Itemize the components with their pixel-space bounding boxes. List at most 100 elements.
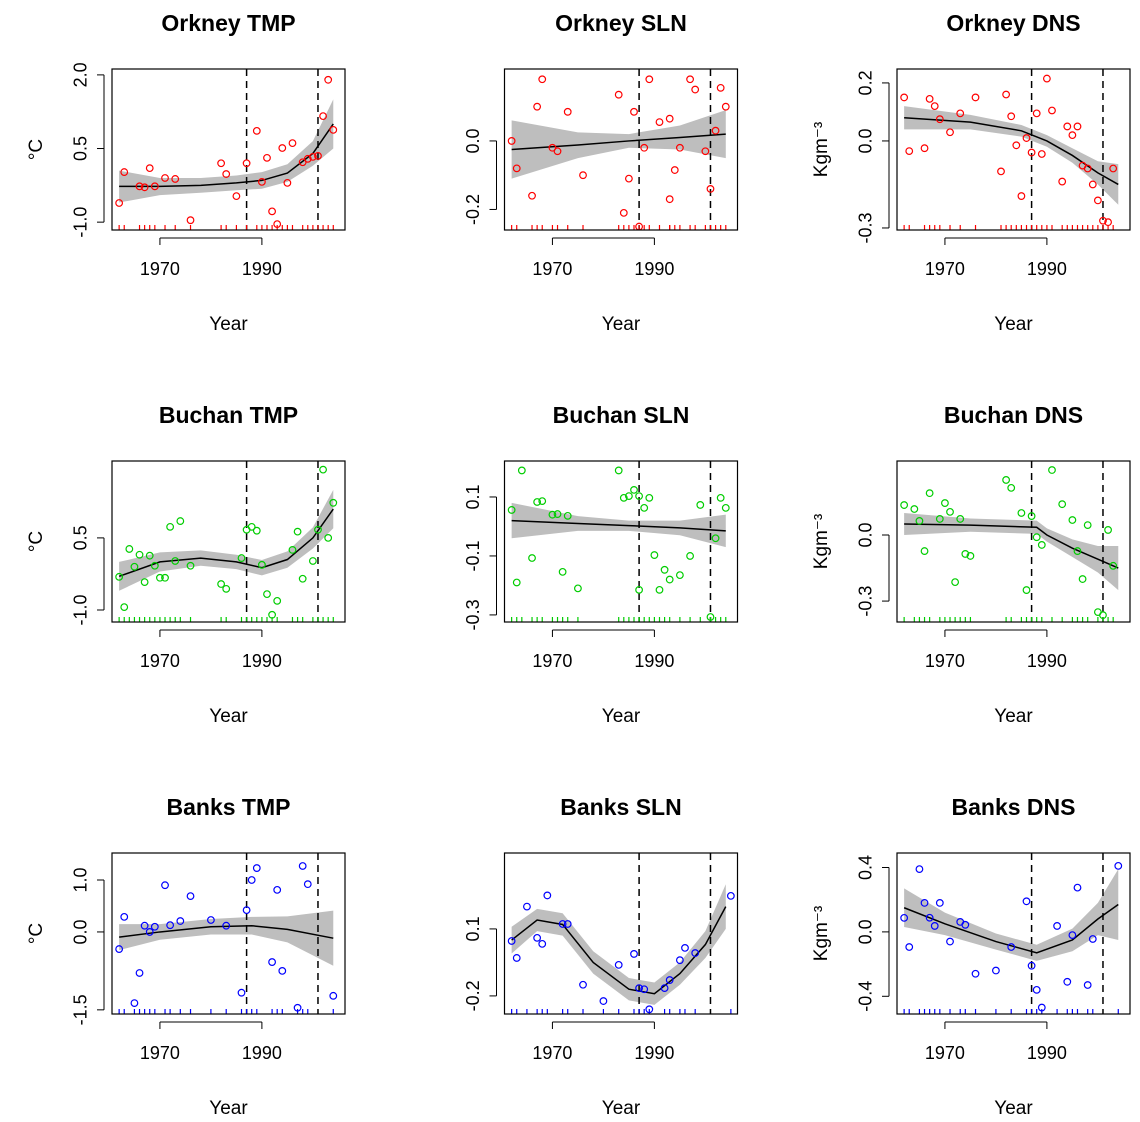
data-point <box>538 939 547 948</box>
data-point <box>1048 466 1056 474</box>
data-point <box>558 567 567 576</box>
data-point <box>635 585 643 594</box>
data-point <box>946 937 954 946</box>
data-point <box>283 178 292 187</box>
data-point <box>563 920 572 928</box>
data-point <box>691 949 700 957</box>
data-point <box>946 507 954 516</box>
data-point <box>915 517 924 525</box>
data-point <box>186 892 195 901</box>
data-point <box>517 466 526 475</box>
data-point <box>961 920 970 929</box>
data-point <box>900 501 909 509</box>
plot-frame <box>111 852 346 1015</box>
x-tick-label: 1970 <box>925 651 965 671</box>
data-point <box>630 485 638 494</box>
x-tick-label: 1990 <box>1027 259 1067 279</box>
data-point <box>1109 164 1118 173</box>
data-point <box>507 137 516 145</box>
data-point <box>625 492 633 500</box>
data-point <box>675 571 684 580</box>
data-point <box>538 497 547 506</box>
data-point <box>1114 861 1123 870</box>
data-point <box>721 503 730 512</box>
data-point <box>186 561 195 570</box>
data-point <box>278 966 287 975</box>
x-tick-label: 1970 <box>532 259 572 279</box>
y-axis-label: °C <box>26 139 47 160</box>
data-point <box>1017 192 1026 200</box>
data-point <box>533 498 542 506</box>
data-point <box>308 152 317 161</box>
data-point <box>956 109 965 118</box>
data-point <box>1099 611 1107 620</box>
data-point <box>507 937 516 945</box>
y-tick-label: -0.3 <box>463 599 483 630</box>
chart-title: Buchan SLN <box>553 402 690 428</box>
chart-title: Orkney SLN <box>555 10 687 36</box>
x-axis-label: Year <box>209 314 248 335</box>
x-tick-label: 1990 <box>242 1043 282 1063</box>
data-point <box>319 465 327 474</box>
data-point <box>293 527 302 536</box>
data-point <box>247 522 256 531</box>
data-point <box>619 208 628 217</box>
data-point <box>681 944 689 952</box>
data-point <box>543 891 552 900</box>
data-point <box>222 170 231 178</box>
data-point <box>716 493 725 502</box>
data-point <box>533 933 542 942</box>
plot-frame <box>111 460 346 623</box>
y-tick-label: -0.2 <box>463 194 483 225</box>
data-point <box>1073 883 1082 892</box>
data-point <box>512 164 521 173</box>
data-point <box>553 147 562 156</box>
data-point <box>145 551 154 560</box>
data-point <box>523 902 531 911</box>
y-tick-label: -1.0 <box>71 207 91 238</box>
data-point <box>630 107 638 116</box>
x-axis-label: Year <box>994 706 1033 727</box>
data-point <box>900 913 909 922</box>
plot-frame <box>503 852 739 1015</box>
data-point <box>247 876 256 884</box>
fit-line <box>511 906 727 995</box>
data-point <box>574 584 582 593</box>
data-point <box>920 899 929 907</box>
data-point <box>935 899 944 907</box>
data-point <box>1002 476 1011 484</box>
data-point <box>966 552 975 560</box>
data-point <box>992 966 1000 975</box>
data-point <box>232 192 241 201</box>
data-point <box>1048 106 1056 115</box>
data-point <box>1037 1003 1046 1012</box>
data-point <box>640 985 649 994</box>
y-axis-label: Kgm⁻³ <box>811 122 832 177</box>
fit-line <box>511 519 726 532</box>
data-point <box>512 578 521 587</box>
data-point <box>130 562 139 571</box>
data-point <box>1032 109 1041 118</box>
data-point <box>686 552 694 560</box>
data-point <box>645 75 654 84</box>
fit-line <box>904 116 1119 186</box>
data-point <box>150 561 159 570</box>
data-point <box>956 515 965 523</box>
data-point <box>711 126 720 135</box>
y-axis-label: Kgm⁻³ <box>811 514 832 569</box>
data-point <box>319 112 327 121</box>
data-point <box>665 575 674 584</box>
data-point <box>130 999 139 1007</box>
data-point <box>920 547 929 555</box>
y-tick-label: 0.0 <box>856 522 876 547</box>
y-tick-label: 0.1 <box>463 916 483 941</box>
data-point <box>625 174 633 183</box>
data-point <box>115 945 124 953</box>
chart-title: Banks DNS <box>952 794 1076 820</box>
chart-title: Buchan TMP <box>159 402 298 428</box>
data-point <box>553 510 562 518</box>
data-point <box>140 578 149 587</box>
x-tick-label: 1970 <box>925 259 965 279</box>
y-tick-label: 1.0 <box>71 867 91 892</box>
data-point <box>329 991 338 1000</box>
